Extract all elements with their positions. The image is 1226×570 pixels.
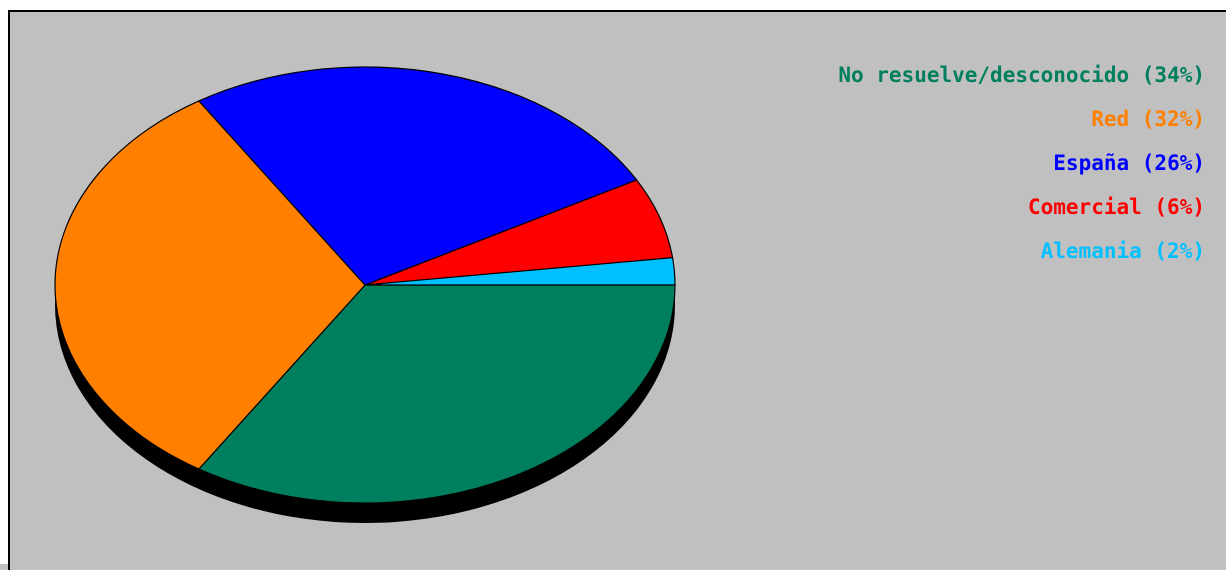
pie-slice-alemania — [364, 257, 676, 286]
legend: No resuelve/desconocido (34%) Red (32%) Es… — [838, 63, 1205, 263]
legend-item-alemania: Alemania (2%) — [1041, 239, 1205, 263]
legend-item-no-resuelve-desconocido: No resuelve/desconocido (34%) — [838, 63, 1205, 87]
pie-slice-red — [54, 100, 366, 470]
pie-slice-españa — [197, 66, 638, 286]
pie-slices — [54, 66, 676, 504]
legend-item-red: Red (32%) — [1091, 107, 1205, 131]
pie-slice-no-resuelve-desconocido — [197, 284, 676, 504]
legend-item-comercial: Comercial (6%) — [1028, 195, 1205, 219]
legend-item-españa: España (26%) — [1053, 151, 1205, 175]
